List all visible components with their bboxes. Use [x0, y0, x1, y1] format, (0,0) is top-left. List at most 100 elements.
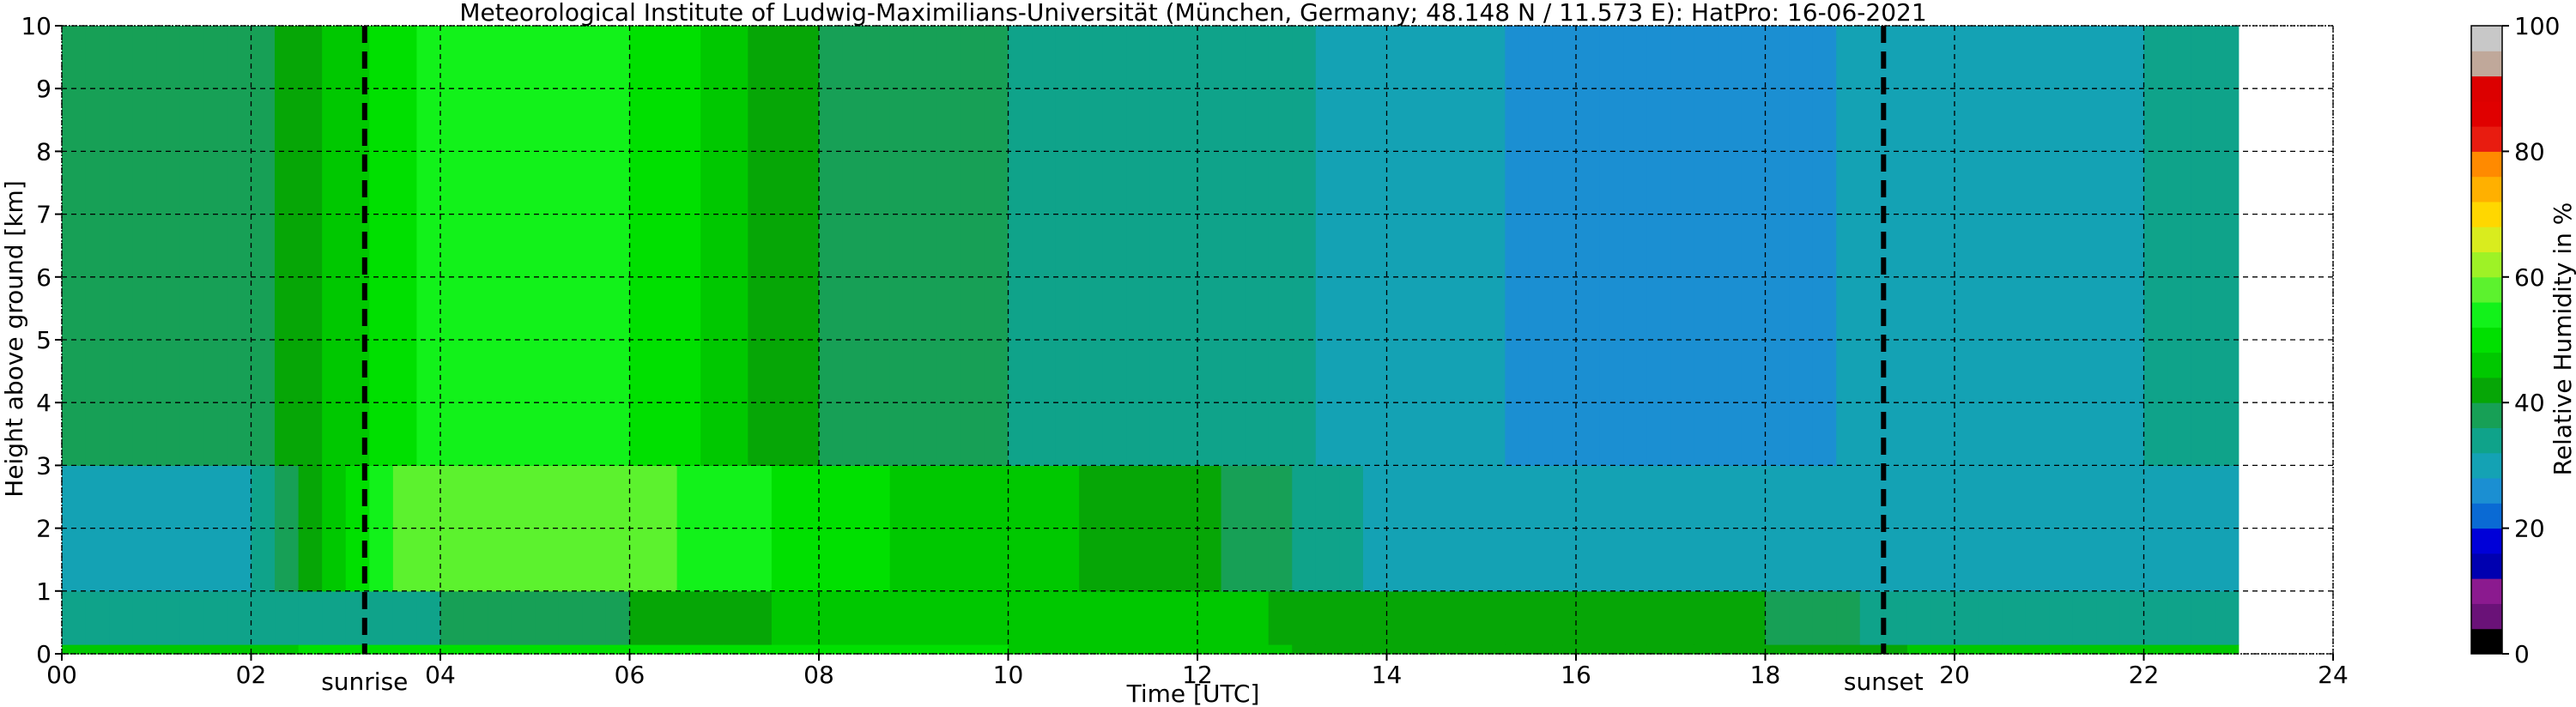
heatmap-cell [1221, 644, 1246, 655]
heatmap-cell [2143, 644, 2168, 655]
heatmap-cell [1741, 26, 1767, 466]
heatmap-cell [179, 465, 204, 592]
x-tick-label: 04 [425, 661, 456, 689]
colorbar-tick-label: 20 [2514, 515, 2545, 543]
heatmap-cell [511, 26, 536, 466]
heatmap-cell [1055, 26, 1080, 466]
colorbar-segment [2471, 302, 2502, 328]
heatmap-cell [1505, 644, 1530, 655]
heatmap-cell [298, 644, 323, 655]
colorbar-segment [2471, 276, 2502, 303]
heatmap-cell [227, 465, 252, 592]
heatmap-cell [676, 26, 701, 466]
heatmap-cell [2096, 465, 2121, 592]
heatmap-cell [984, 26, 1009, 466]
heatmap-cell [2215, 644, 2240, 655]
heatmap-cell [1433, 644, 1458, 655]
y-tick-label: 7 [36, 201, 52, 229]
x-tick-label: 12 [1182, 661, 1213, 689]
heatmap-cell [369, 26, 394, 466]
heatmap-cell [1410, 26, 1435, 466]
heatmap-cell [1623, 590, 1648, 645]
heatmap-cell [251, 644, 276, 655]
heatmap-cell [653, 26, 678, 466]
heatmap-cell [369, 465, 394, 592]
heatmap-cell [1505, 26, 1530, 466]
heatmap-cell [1008, 590, 1033, 645]
heatmap-cell [984, 644, 1009, 655]
heatmap-cell [1362, 644, 1388, 655]
heatmap-cell [62, 644, 87, 655]
heatmap-cell [1197, 590, 1222, 645]
heatmap-cell [109, 590, 134, 645]
heatmap-cell [2072, 26, 2097, 466]
heatmap-cell [1576, 26, 1601, 466]
heatmap-cell [1930, 590, 1955, 645]
heatmap-cell [771, 644, 797, 655]
heatmap-cell [795, 26, 820, 466]
heatmap-cell [464, 590, 488, 645]
heatmap-cell [1126, 590, 1151, 645]
heatmap-cell [1221, 26, 1246, 466]
heatmap-cell [1008, 644, 1033, 655]
heatmap-cell [2096, 26, 2121, 466]
colorbar-segment [2471, 201, 2502, 227]
heatmap-cell [1812, 465, 1837, 592]
heatmap-cell [1173, 644, 1198, 655]
heatmap-cell [392, 26, 418, 466]
heatmap-cell [1245, 590, 1270, 645]
heatmap-cell [1126, 26, 1151, 466]
heatmap-cell [440, 644, 465, 655]
heatmap-cell [961, 590, 985, 645]
heatmap-cell [1292, 644, 1317, 655]
heatmap-cell [1599, 590, 1624, 645]
heatmap-cell [866, 26, 891, 466]
heatmap-cell [1576, 590, 1601, 645]
heatmap-cell [1458, 590, 1482, 645]
colorbar-tick-label: 40 [2514, 389, 2545, 417]
heatmap-cell [842, 26, 867, 466]
heatmap-cell [132, 26, 157, 466]
heatmap-cell [1410, 644, 1435, 655]
heatmap-cell [605, 644, 631, 655]
heatmap-cell [322, 590, 347, 645]
heatmap-cell [1883, 26, 1908, 466]
heatmap-cell [1978, 644, 2003, 655]
heatmap-cell [1433, 26, 1458, 466]
heatmap-cell [275, 26, 300, 466]
heatmap-cell [961, 644, 985, 655]
heatmap-cell [416, 590, 441, 645]
heatmap-cell [2002, 26, 2027, 466]
heatmap-cell [1906, 26, 1932, 466]
heatmap-cell [1102, 26, 1127, 466]
heatmap-cell [203, 590, 228, 645]
heatmap-cell [62, 590, 87, 645]
heatmap-cell [345, 644, 370, 655]
y-tick-label: 1 [36, 577, 52, 606]
heatmap-cell [440, 590, 465, 645]
heatmap-cell [795, 590, 820, 645]
heatmap-cell [535, 644, 560, 655]
heatmap-cell [1386, 644, 1411, 655]
colorbar-segment [2471, 251, 2502, 278]
heatmap-cell [132, 590, 157, 645]
heatmap-cell [984, 590, 1009, 645]
heatmap-cell [85, 644, 110, 655]
heatmap-cell [109, 644, 134, 655]
heatmap-cell [227, 26, 252, 466]
heatmap-cell [1930, 26, 1955, 466]
heatmap-cell [582, 590, 607, 645]
heatmap-cell [605, 26, 631, 466]
heatmap-cell [1599, 26, 1624, 466]
heatmap-cell [322, 465, 347, 592]
x-tick-label: 24 [2318, 661, 2349, 689]
heatmap-cell [2025, 590, 2050, 645]
heatmap-cell [416, 465, 441, 592]
heatmap-cell [1339, 644, 1364, 655]
heatmap-cell [1528, 644, 1554, 655]
heatmap-cell [464, 465, 488, 592]
heatmap-cell [2002, 590, 2027, 645]
heatmap-cell [1055, 644, 1080, 655]
heatmap-cell [1930, 644, 1955, 655]
